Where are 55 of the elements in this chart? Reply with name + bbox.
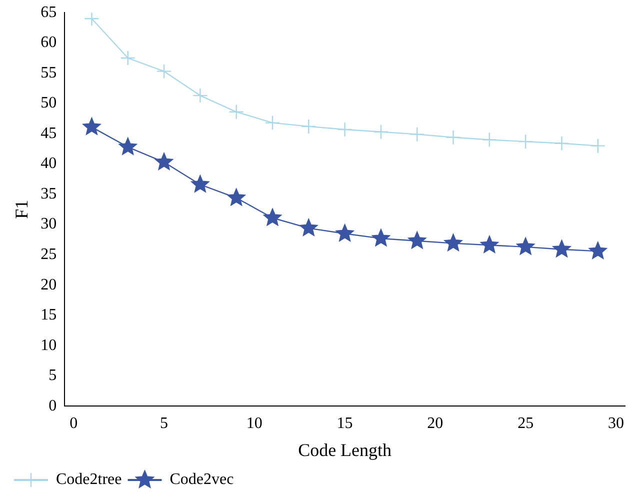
point [516,237,535,255]
y-axis-title: F1 [12,200,32,219]
y-tick-label: 55 [40,64,57,82]
point [300,218,318,236]
point [410,126,425,142]
x-axis-title: Code Length [298,440,392,460]
point [154,152,174,170]
y-tick-label: 60 [40,34,57,52]
legend-label: Code2tree [56,471,122,488]
point [373,124,389,140]
point [480,236,498,253]
point [552,240,571,258]
y-tick-label: 30 [40,216,57,233]
y-tick-label: 0 [48,397,57,414]
y-tick-label: 20 [40,276,57,294]
point [228,104,244,120]
y-tick-label: 15 [40,306,57,324]
y-tick-label: 45 [40,124,57,142]
y-tick-label: 40 [40,155,57,172]
x-tick-label: 30 [608,415,624,432]
point [446,130,461,145]
y-tick-label: 65 [40,4,57,21]
point [590,138,606,154]
y-tick-label: 5 [48,367,57,384]
y-tick-label: 10 [40,336,57,354]
point [82,118,101,135]
point [191,175,210,192]
point [263,208,282,226]
legend-label: Code2vec [170,471,234,488]
y-tick-label: 35 [40,185,57,202]
point [588,242,607,259]
x-tick-label: 5 [160,415,168,432]
x-tick-label: 15 [336,415,353,432]
point [84,12,100,26]
point [156,64,172,79]
point [120,50,136,66]
point [227,188,246,206]
x-tick-label: 0 [70,415,78,432]
x-tick-label: 10 [246,415,262,432]
point [518,134,534,150]
point [192,88,208,104]
y-tick-label: 50 [40,94,57,112]
point [337,122,352,138]
x-tick-label: 20 [427,415,444,432]
y-tick-label: 25 [40,246,57,264]
point [444,234,462,252]
x-tick-label: 25 [518,415,534,432]
point [554,136,570,151]
point [264,115,280,130]
point [482,132,498,148]
point [408,231,426,249]
point [336,224,354,242]
point [372,228,390,246]
point [301,118,316,134]
point [118,138,137,155]
